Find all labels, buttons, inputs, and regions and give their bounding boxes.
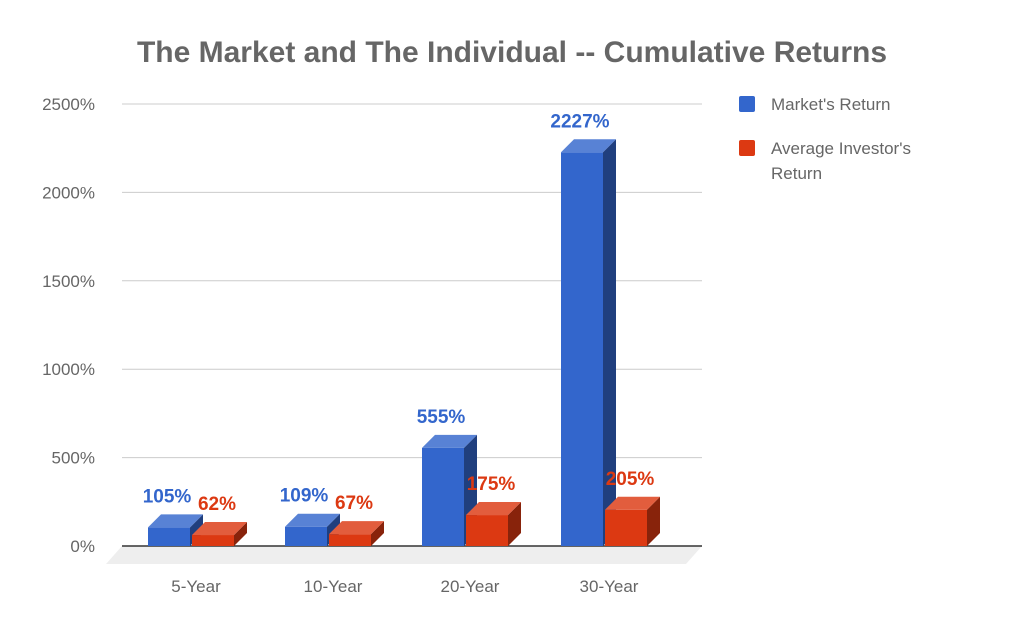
data-label: 205% — [606, 469, 655, 490]
bar — [192, 522, 247, 546]
bar-side — [371, 521, 384, 546]
bar-front — [605, 509, 647, 546]
x-tick-label: 20-Year — [441, 577, 500, 596]
bar-front — [466, 515, 508, 546]
bar-front — [561, 152, 603, 546]
bar — [329, 521, 384, 546]
chart-floor — [106, 545, 702, 564]
bar-front — [285, 526, 327, 546]
x-tick-label: 30-Year — [580, 577, 639, 596]
data-label: 555% — [417, 407, 466, 428]
legend-swatch — [739, 140, 755, 156]
bar — [148, 514, 203, 546]
floor-plane — [106, 546, 702, 564]
bar-top — [561, 139, 616, 153]
chart-title: The Market and The Individual -- Cumulat… — [137, 36, 887, 69]
legend-label: Average Investor's Return — [771, 139, 911, 183]
legend: Market's Return Average Investor's Return — [739, 95, 911, 183]
bar-side — [508, 502, 521, 546]
data-label: 105% — [143, 486, 192, 507]
bar-top — [605, 496, 660, 510]
bar-side — [234, 522, 247, 546]
bar-front — [329, 534, 371, 546]
bar-top — [466, 502, 521, 516]
bar-top — [192, 522, 247, 536]
data-labels: 105% 62% 109% 67% 555% 175% 2227% 205% — [143, 111, 655, 515]
bar-side — [603, 139, 616, 546]
bar-front — [148, 527, 190, 546]
bar-top — [148, 514, 203, 528]
bar-top — [422, 434, 477, 448]
data-label: 109% — [280, 486, 329, 507]
y-tick-label: 0% — [70, 537, 95, 556]
y-tick-label: 500% — [52, 449, 95, 468]
legend-item: Average Investor's Return — [739, 139, 911, 183]
bar-top — [285, 513, 340, 527]
bar-front — [422, 447, 464, 546]
bar — [561, 139, 616, 546]
x-tick-label: 5-Year — [171, 577, 221, 596]
data-label: 2227% — [550, 111, 609, 132]
bar-front — [192, 535, 234, 546]
data-label: 67% — [335, 493, 373, 514]
bar-side — [647, 496, 660, 546]
legend-swatch — [739, 96, 755, 112]
bar — [605, 496, 660, 546]
y-axis: 0% 500% 1000% 1500% 2000% 2500% — [42, 95, 95, 556]
legend-label: Market's Return — [771, 95, 890, 114]
legend-item: Market's Return — [739, 95, 890, 114]
y-tick-label: 2000% — [42, 183, 95, 202]
y-tick-label: 1500% — [42, 272, 95, 291]
data-label: 175% — [467, 474, 516, 495]
y-tick-label: 2500% — [42, 95, 95, 114]
y-tick-label: 1000% — [42, 360, 95, 379]
x-tick-label: 10-Year — [304, 577, 363, 596]
bars — [148, 139, 660, 546]
bar-top — [329, 521, 384, 535]
bar — [466, 502, 521, 546]
x-axis: 5-Year 10-Year 20-Year 30-Year — [171, 577, 639, 596]
data-label: 62% — [198, 494, 236, 515]
